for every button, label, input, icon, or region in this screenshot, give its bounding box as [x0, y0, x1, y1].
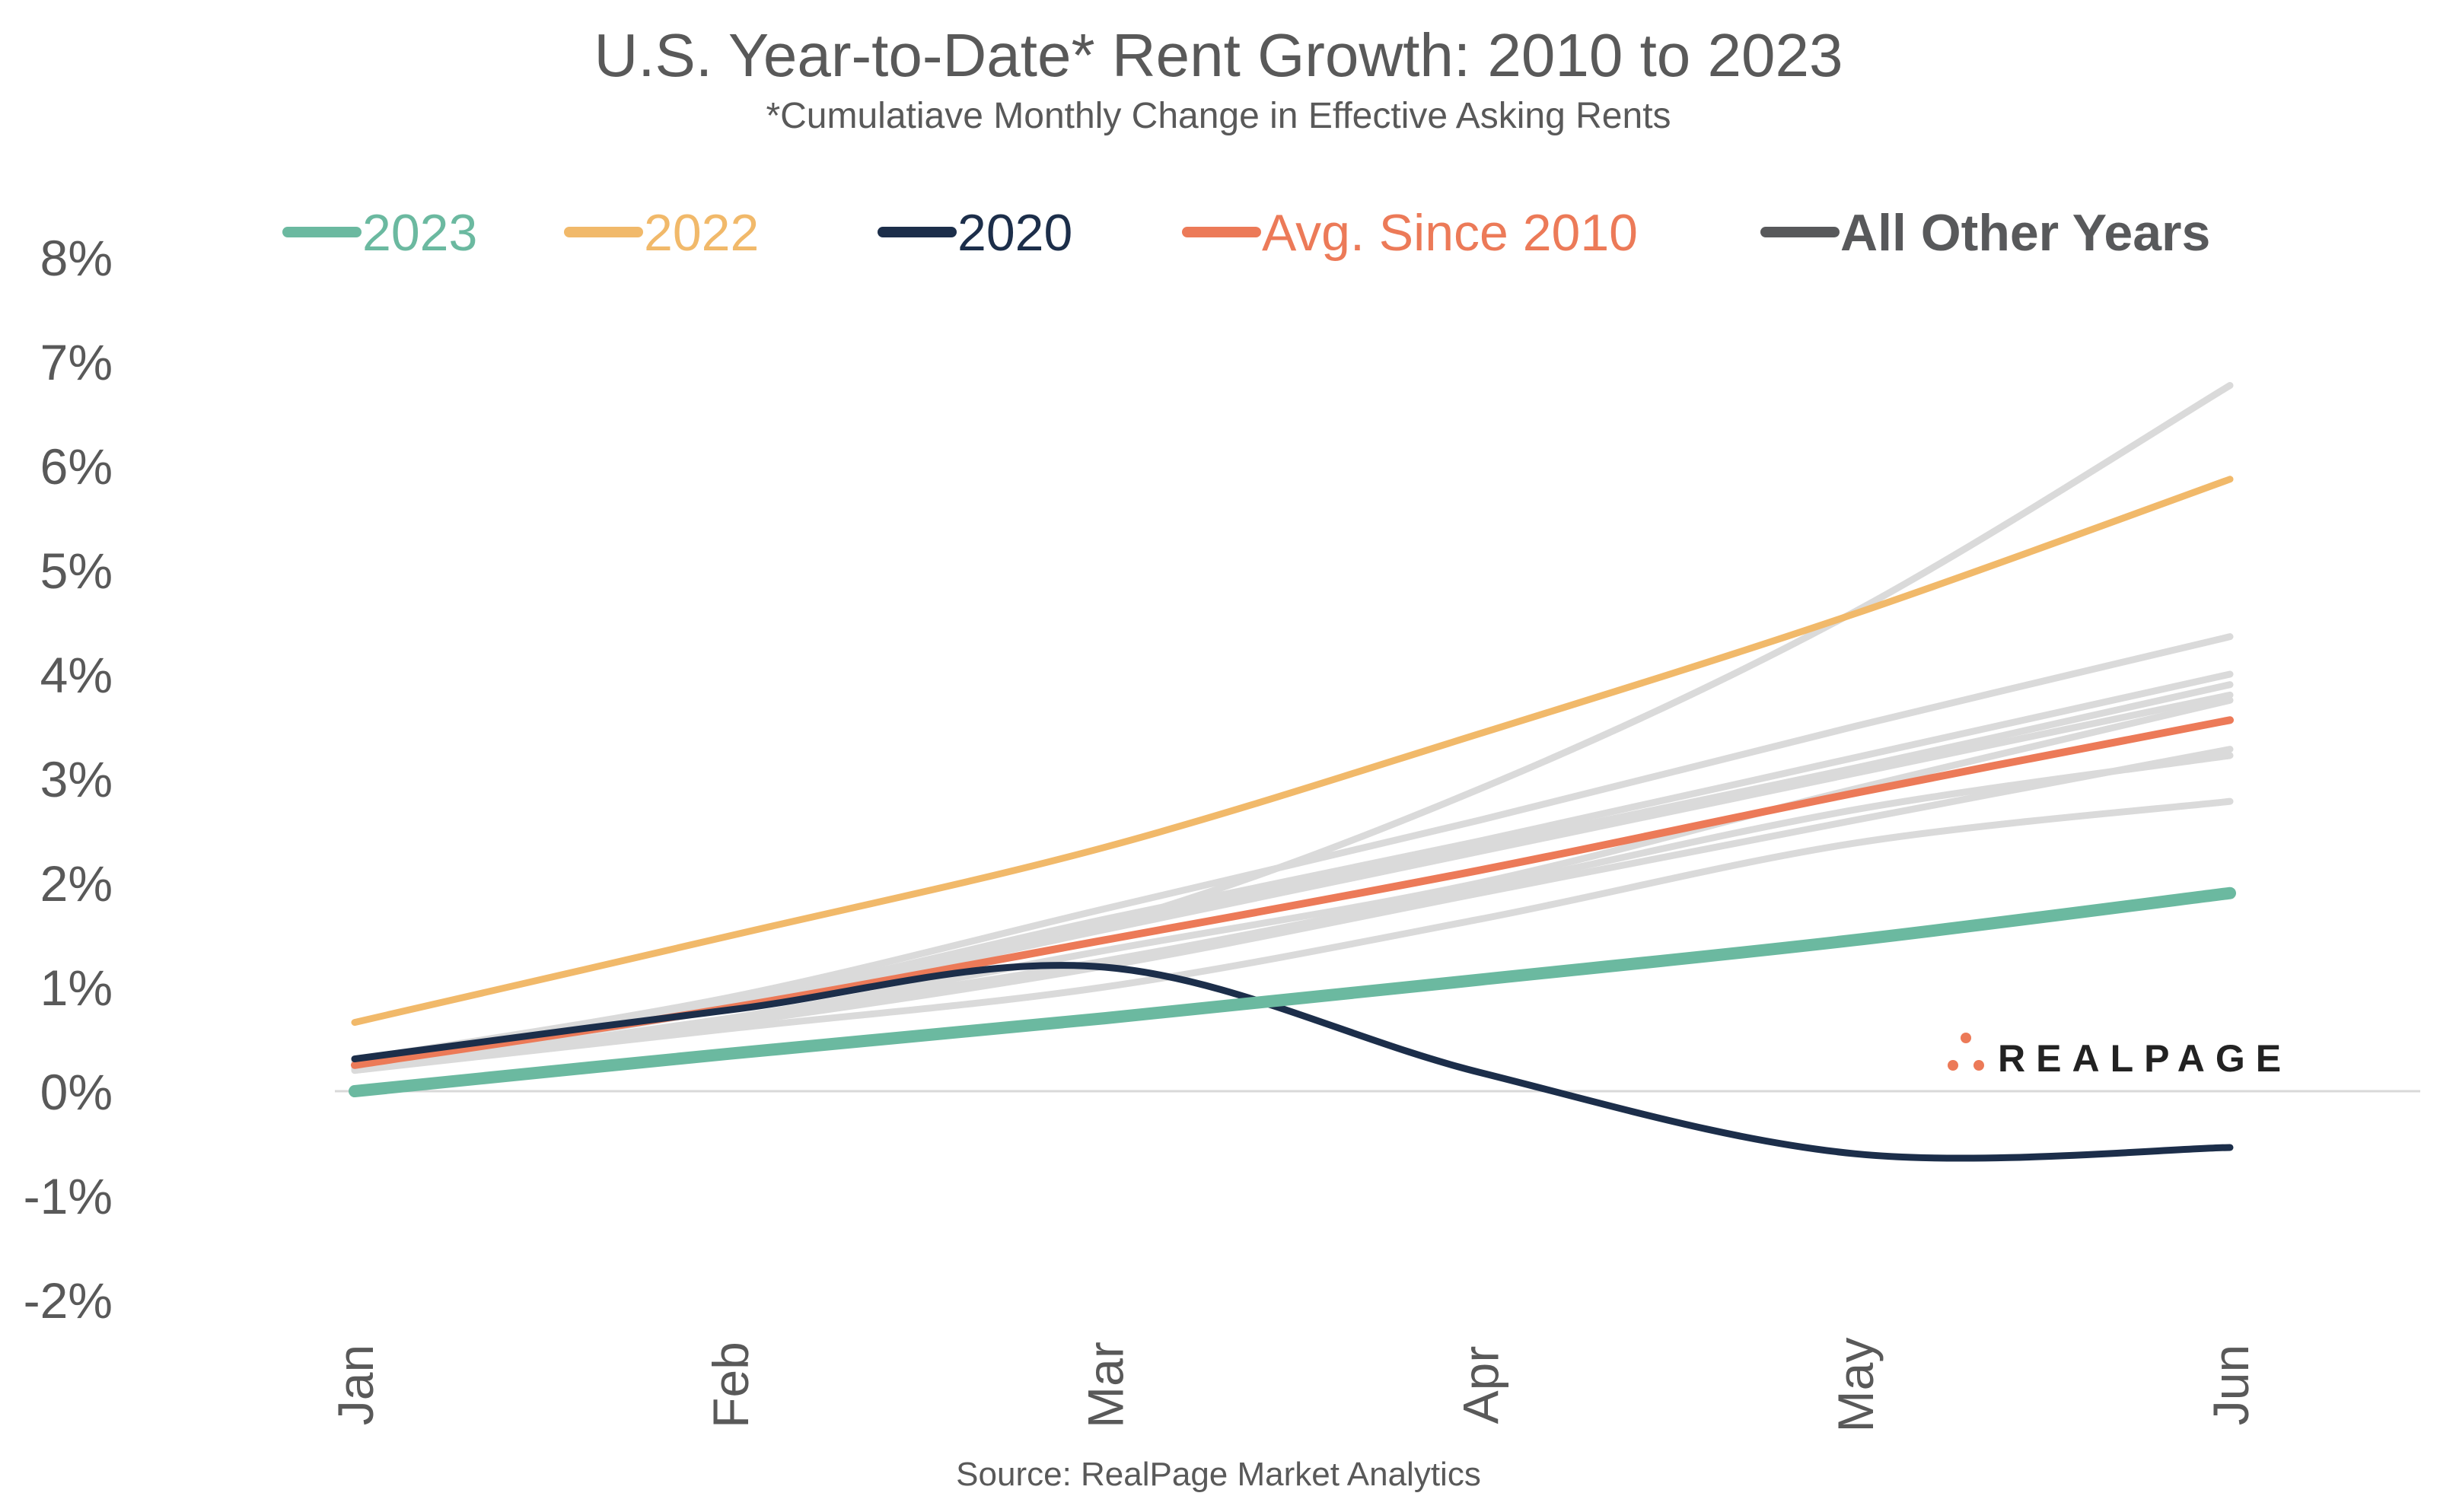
- y-tick-label: -1%: [24, 1168, 113, 1224]
- other-year-line-7: [351, 752, 2234, 1074]
- legend-item: 2022: [564, 204, 759, 262]
- y-tick-label: 3%: [40, 751, 113, 807]
- other-year-line-3: [351, 681, 2234, 1069]
- x-tick-label: Feb: [702, 1342, 759, 1428]
- legend-item: Avg. Since 2010: [1182, 204, 1638, 262]
- legend-label: Avg. Since 2010: [1262, 204, 1638, 262]
- x-tick-label: Apr: [1452, 1346, 1508, 1424]
- realpage-logo: REALPAGE: [1948, 1033, 2292, 1080]
- legend-label: 2020: [957, 204, 1072, 262]
- svg-text:REALPAGE: REALPAGE: [1998, 1037, 2292, 1080]
- legend-label: All Other Years: [1840, 204, 2210, 262]
- y-tick-label: 6%: [40, 438, 113, 495]
- legend-label: 2022: [644, 204, 759, 262]
- legend-item: 2023: [282, 204, 477, 262]
- y-axis: 8% 7% 6% 5% 4% 3% 2% 1% 0% -1% -2%: [24, 230, 113, 1329]
- other-year-line-6: [351, 746, 2234, 1074]
- x-tick-label: May: [1827, 1338, 1884, 1433]
- series-line-2022: [351, 476, 2234, 1027]
- y-tick-label: 7%: [40, 334, 113, 390]
- x-tick-label: Mar: [1078, 1342, 1134, 1428]
- legend-label: 2023: [362, 204, 477, 262]
- x-axis: Jan Feb Mar Apr May Jun: [327, 1338, 2259, 1433]
- legend: 2023 2022 2020 Avg. Since 2010 All Other Yea…: [282, 204, 2210, 262]
- x-tick-label: Jun: [2203, 1345, 2259, 1425]
- y-tick-label: 5%: [40, 543, 113, 599]
- y-tick-label: 8%: [40, 230, 113, 286]
- legend-item: 2020: [878, 204, 1072, 262]
- plot-lines: [349, 382, 2236, 1162]
- series-line-2023: [349, 887, 2236, 1097]
- y-tick-label: 1%: [40, 960, 113, 1016]
- y-tick-label: 2%: [40, 855, 113, 912]
- chart-subtitle: *Cumulatiave Monthly Change in Effective…: [766, 96, 1671, 136]
- other-year-line-8: [351, 797, 2234, 1074]
- chart-title: U.S. Year-to-Date* Rent Growth: 2010 to …: [594, 21, 1843, 89]
- other-year-line-2: [351, 670, 2234, 1066]
- series-line-2020: [351, 962, 2234, 1162]
- y-tick-label: 4%: [40, 647, 113, 703]
- y-tick-label: -2%: [24, 1272, 113, 1329]
- other-year-line-1: [351, 633, 2234, 1064]
- legend-item: All Other Years: [1760, 204, 2210, 262]
- x-tick-label: Jan: [327, 1345, 384, 1425]
- y-tick-label: 0%: [40, 1064, 113, 1120]
- source-note: Source: RealPage Market Analytics: [956, 1456, 1481, 1493]
